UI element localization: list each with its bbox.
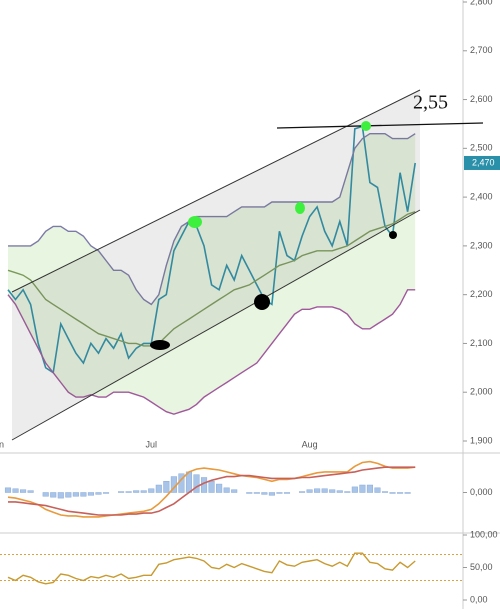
- y-tick-label: 2,000: [470, 387, 493, 397]
- histogram-bar: [306, 489, 313, 493]
- series-line: [7, 460, 416, 518]
- histogram-bar: [118, 491, 125, 493]
- y-tick-label: 2,300: [470, 240, 493, 250]
- drawings: 2,55: [11, 89, 484, 441]
- y-tick-label: 2,200: [470, 289, 493, 299]
- series-line: [7, 552, 416, 585]
- histogram-bar: [261, 492, 268, 495]
- histogram-bar: [321, 488, 328, 493]
- histogram-bar: [155, 484, 162, 493]
- y-tick-label: 0,000: [470, 487, 493, 497]
- histogram-bar: [80, 492, 87, 497]
- histogram-bar: [193, 474, 200, 493]
- histogram-bar: [27, 490, 34, 493]
- histogram-bar: [57, 492, 64, 499]
- histogram-bar: [223, 487, 230, 493]
- series-line: [7, 211, 416, 347]
- histogram-bar: [208, 481, 215, 493]
- y-tick-label: 2,400: [470, 191, 493, 201]
- marker: [361, 121, 371, 131]
- histogram-bar: [351, 486, 358, 493]
- histogram-bar: [374, 487, 381, 493]
- marker: [150, 340, 170, 350]
- y-tick-label: 100,00: [470, 529, 498, 539]
- histogram-bar: [125, 491, 132, 493]
- histogram-bar: [216, 483, 223, 493]
- histogram-bar: [133, 490, 140, 493]
- series-line: [8, 133, 416, 306]
- x-tick-label: n: [0, 439, 4, 449]
- histogram-bar: [102, 492, 110, 494]
- histogram-bar: [4, 487, 12, 493]
- histogram-bar: [65, 492, 72, 498]
- histogram-bar: [12, 488, 19, 493]
- channel-line: [11, 209, 421, 441]
- x-tick-label: Aug: [302, 439, 318, 449]
- histogram-bar: [20, 489, 27, 493]
- histogram-bar: [397, 492, 404, 494]
- histogram-bar: [268, 492, 275, 496]
- histogram-bar: [148, 488, 155, 493]
- histogram-bar: [299, 491, 306, 493]
- marker: [188, 216, 202, 228]
- histogram-bar: [95, 492, 102, 495]
- histogram-bar: [140, 490, 147, 493]
- histogram-bar: [359, 484, 366, 493]
- histogram-bar: [253, 492, 260, 494]
- price-tag: [464, 155, 500, 170]
- series-line: [8, 466, 416, 516]
- histogram-bar: [231, 489, 238, 493]
- histogram-bar: [276, 492, 283, 494]
- histogram-bar: [344, 491, 351, 493]
- histogram-bar: [283, 492, 291, 494]
- histogram-bar: [72, 492, 79, 497]
- histogram-bar: [163, 481, 170, 493]
- x-tick-label: Jul: [146, 439, 158, 449]
- histogram-bar: [366, 484, 373, 493]
- y-tick-label: 2,100: [470, 338, 493, 348]
- channel-line: [11, 89, 421, 293]
- resistance-line: [276, 122, 484, 129]
- histogram-bar: [42, 492, 49, 497]
- y-tick-label: 2,700: [470, 45, 493, 55]
- histogram-bar: [314, 488, 321, 493]
- annotation: 2,55: [413, 92, 448, 114]
- histogram-bar: [389, 492, 396, 494]
- marker: [254, 294, 270, 310]
- marker: [389, 231, 397, 239]
- histogram-bar: [200, 477, 208, 493]
- histogram-bar: [87, 492, 94, 496]
- y-tick-label: 2,800: [470, 0, 493, 6]
- marker: [295, 202, 305, 214]
- histogram-bar: [329, 489, 336, 493]
- y-tick-label: 0,00: [470, 594, 488, 604]
- y-tick-label: 1,900: [470, 435, 493, 445]
- series-line: [7, 289, 416, 415]
- price-tag-label: 2,470: [472, 157, 495, 167]
- y-tick-label: 50,00: [470, 562, 493, 572]
- y-tick-label: 2,600: [470, 94, 493, 104]
- channel-fill: [12, 90, 420, 440]
- histogram-bar: [381, 491, 389, 493]
- histogram-bar: [336, 490, 343, 493]
- histogram-bar: [404, 492, 411, 494]
- histogram-bar: [246, 492, 253, 494]
- y-tick-label: 2,500: [470, 143, 493, 153]
- histogram-bar: [50, 492, 57, 498]
